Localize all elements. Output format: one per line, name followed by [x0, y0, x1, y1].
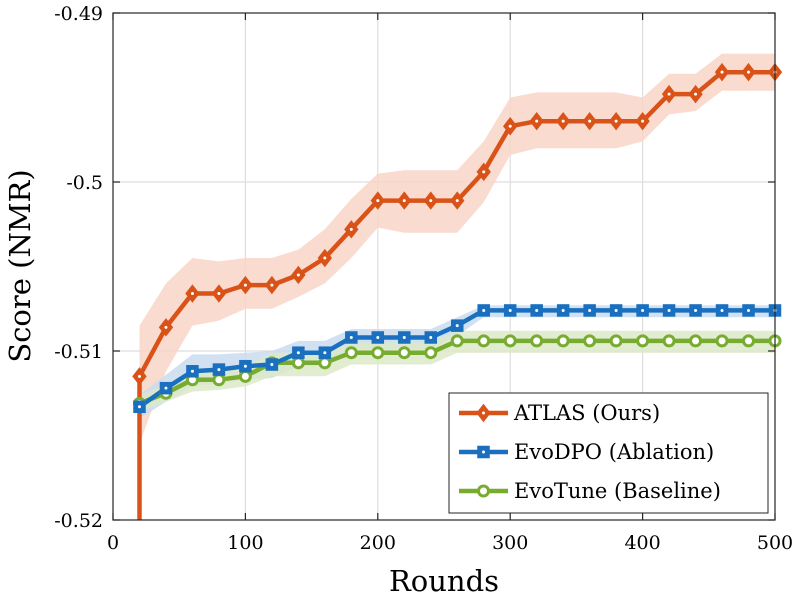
series-1-point-dot [376, 335, 380, 339]
series-0-point-dot [270, 283, 274, 287]
y-tick-label: -0.52 [54, 510, 103, 532]
series-0-point-dot [482, 170, 486, 174]
series-1-point-dot [614, 308, 618, 312]
legend-label-1: EvoDPO (Ablation) [514, 440, 714, 464]
series-markers [132, 62, 783, 414]
confidence-band-0 [139, 53, 775, 444]
series-2-point [583, 334, 597, 348]
x-tick-label: 100 [227, 532, 263, 554]
y-axis-title: Score (NMR) [3, 169, 37, 362]
series-0-point-dot [243, 283, 247, 287]
legend-label-0: ATLAS (Ours) [513, 401, 660, 425]
series-1-point-dot [535, 308, 539, 312]
legend-swatch-marker-1-dot [482, 450, 485, 454]
x-tick-label: 400 [624, 532, 660, 554]
series-1-point-dot [429, 335, 433, 339]
series-2-point [742, 334, 756, 348]
series-1-point-dot [164, 386, 168, 390]
series-0-point-dot [402, 199, 406, 203]
series-1-point-dot [561, 308, 565, 312]
series-2-point [318, 356, 332, 370]
series-0-point-dot [323, 256, 327, 260]
series-2-point [689, 334, 703, 348]
series-1-point-dot [349, 335, 353, 339]
series-1-point-dot [588, 308, 592, 312]
legend-swatch-marker-0-dot [482, 411, 485, 415]
series-0-point-dot [217, 292, 221, 296]
series-1-point-dot [137, 405, 141, 409]
y-tick-label: -0.5 [66, 172, 103, 194]
series-0-point-dot [455, 199, 459, 203]
legend-label-2: EvoTune (Baseline) [514, 479, 721, 503]
legend-swatch-marker-2 [477, 484, 490, 498]
series-0-point-dot [508, 124, 512, 128]
series-2-point [238, 369, 252, 383]
series-2-point [715, 334, 729, 348]
confidence-band-2 [139, 330, 775, 412]
series-1-point-dot [667, 308, 671, 312]
plot-frame [112, 12, 776, 521]
series-0-point-dot [296, 273, 300, 277]
series-2-point [636, 334, 650, 348]
y-tick-label: -0.51 [54, 341, 103, 363]
series-2-point [371, 346, 385, 360]
series-1-point-dot [694, 308, 698, 312]
series-2-point [662, 334, 676, 348]
series-0-point-dot [376, 199, 380, 203]
series-2-point [450, 334, 464, 348]
series-2-point [424, 346, 438, 360]
series-0-point-dot [190, 292, 194, 296]
series-1-point-dot [190, 369, 194, 373]
series-0-point-dot [641, 119, 645, 123]
series-2-point [344, 346, 358, 360]
series-0-point-dot [694, 92, 698, 96]
series-0-point-dot [164, 325, 168, 329]
series-0-point-dot [349, 227, 353, 231]
series-1-point-dot [270, 363, 274, 367]
series-2-point [530, 334, 544, 348]
y-tick-label: -0.49 [54, 3, 103, 25]
series-0-point-dot [137, 374, 141, 378]
series-1-point-dot [747, 308, 751, 312]
series-1-point-dot [508, 308, 512, 312]
series-0-point-dot [429, 199, 433, 203]
series-1-point-dot [482, 308, 486, 312]
series-1-point-dot [641, 308, 645, 312]
series-1-point-dot [217, 368, 221, 372]
series-2-point [291, 356, 305, 370]
series-2-point [609, 334, 623, 348]
series-2-point [212, 373, 226, 387]
series-0-point-dot [561, 119, 565, 123]
series-2-point [556, 334, 570, 348]
series-2-point [503, 334, 517, 348]
series-1-point-dot [720, 308, 724, 312]
series-1-point-dot [402, 335, 406, 339]
series-0-point-dot [588, 119, 592, 123]
series-1-point-dot [323, 351, 327, 355]
series-0-point-dot [667, 92, 671, 96]
x-tick-label: 500 [757, 532, 793, 554]
series-0-point-dot [747, 70, 751, 74]
axis-ticks: 0 100 200 300 400 500 -0.52 -0.51 -0.5 -0.49 [54, 3, 793, 554]
series-1-point-dot [296, 351, 300, 355]
x-tick-label: 200 [360, 532, 396, 554]
x-tick-label: 300 [492, 532, 528, 554]
series-1-point-dot [243, 364, 247, 368]
series-0-point-dot [720, 70, 724, 74]
series-0-point-dot [614, 119, 618, 123]
x-axis-title: Rounds [389, 564, 499, 597]
x-tick-label: 0 [107, 532, 119, 554]
series-2-point [397, 346, 411, 360]
series-0-point-dot [535, 119, 539, 123]
series-1-point-dot [455, 324, 459, 328]
legend: ATLAS (Ours) EvoDPO (Ablation) EvoTune (Ba… [448, 392, 769, 514]
series-2-point [477, 334, 491, 348]
